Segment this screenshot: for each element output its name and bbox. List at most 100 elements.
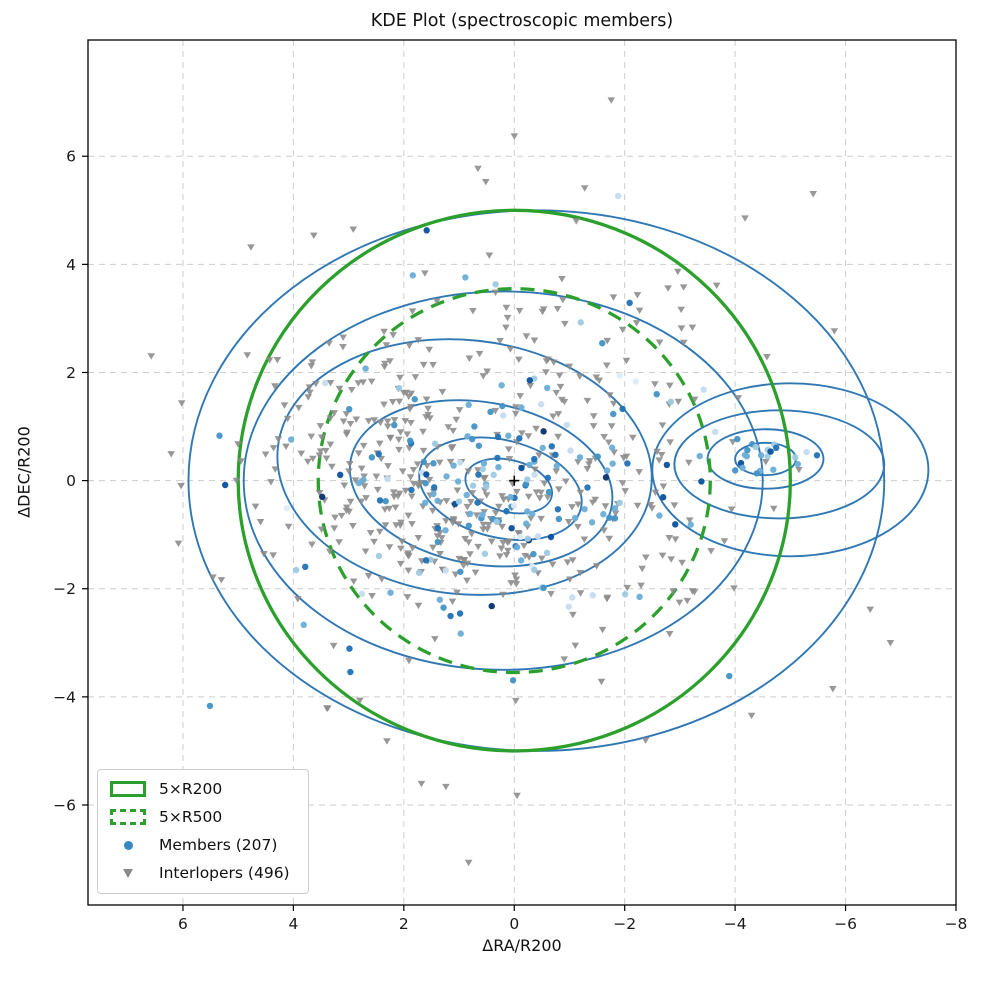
interloper-point [411,374,420,381]
member-point [526,377,533,384]
member-point [443,473,450,480]
interloper-point [547,591,555,598]
interloper-point [690,589,699,596]
member-point [423,227,430,234]
member-point [481,550,489,558]
member-point [498,382,505,389]
member-point [711,428,719,436]
interloper-point [349,578,358,585]
interloper-point [483,368,491,375]
member-point [465,401,472,409]
interloper-point [401,418,410,425]
kde-contour [418,436,583,541]
interloper-point [315,489,324,497]
member-point [653,390,660,398]
interloper-point [479,373,488,380]
member-point [524,476,531,483]
interloper-point [684,459,693,467]
interloper-point [395,446,403,454]
interloper-point [321,447,330,455]
interloper-point [414,483,423,490]
interloper-point [395,398,404,406]
interloper-point [637,582,645,590]
interloper-point [666,439,674,446]
member-point [480,460,488,467]
interloper-point [342,411,351,418]
interloper-point [442,783,450,791]
interloper-point [339,334,347,341]
member-point [490,471,497,479]
members-points [206,192,821,710]
interloper-point [531,466,539,473]
interloper-point [396,522,405,529]
interloper-point [247,244,255,251]
member-point [430,484,438,491]
interloper-point [538,555,546,563]
interloper-point [304,458,312,466]
member-point [465,522,472,529]
interloper-point [677,306,685,314]
interloper-point [535,452,543,459]
member-point [422,480,429,487]
interloper-point [414,535,423,542]
interloper-point [769,505,778,513]
interloper-point [317,526,326,533]
interloper-point [497,545,506,552]
member-point [375,450,382,458]
interloper-point [795,466,803,474]
interloper-point [409,467,418,474]
member-point [508,525,515,532]
interloper-point [391,504,400,511]
interloper-point [538,308,547,316]
interloper-point [339,418,348,425]
interloper-point [555,372,564,379]
legend-swatch-cell [109,781,147,797]
member-point [422,499,429,507]
member-point [602,474,610,481]
x-tick-label: −8 [945,915,968,933]
interloper-point [495,503,503,511]
interloper-point [357,498,366,506]
member-point [466,510,474,518]
interloper-point [329,642,338,650]
member-point [608,444,616,451]
interloper-point [730,585,738,592]
member-point [743,453,751,460]
interloper-point [408,308,417,315]
member-point [469,482,477,489]
interloper-point [403,431,411,438]
interloper-point [558,275,566,283]
interloper-point [306,389,314,397]
interloper-point [381,522,390,529]
interloper-point [475,350,484,358]
member-point [588,519,596,526]
legend: 5×R200 5×R500 Members (207) Interlopers (49… [97,769,309,894]
interloper-point [601,503,610,510]
interloper-point [370,417,379,424]
interloper-point [325,340,333,347]
member-point [362,365,369,372]
x-tick-label: 4 [288,915,298,933]
interloper-point [484,521,493,529]
member-point [420,458,428,466]
member-point [773,444,780,452]
member-point [610,410,617,418]
interloper-point [451,571,460,578]
interloper-point [507,580,515,587]
member-point [505,432,512,439]
x-tick-label: −6 [834,915,857,933]
member-point [464,433,471,440]
member-point [415,569,423,576]
member-point [454,478,462,485]
interloper-point [448,598,457,606]
interloper-point [388,399,397,406]
interloper-point [345,468,353,475]
member-point [302,563,309,571]
interloper-point [576,590,585,597]
interloper-point [471,569,480,576]
member-point [408,486,415,494]
interloper-point [389,489,398,496]
interloper-point [540,480,549,488]
member-dot-icon [123,840,133,850]
legend-item-5-r200: 5×R200 [109,779,290,799]
